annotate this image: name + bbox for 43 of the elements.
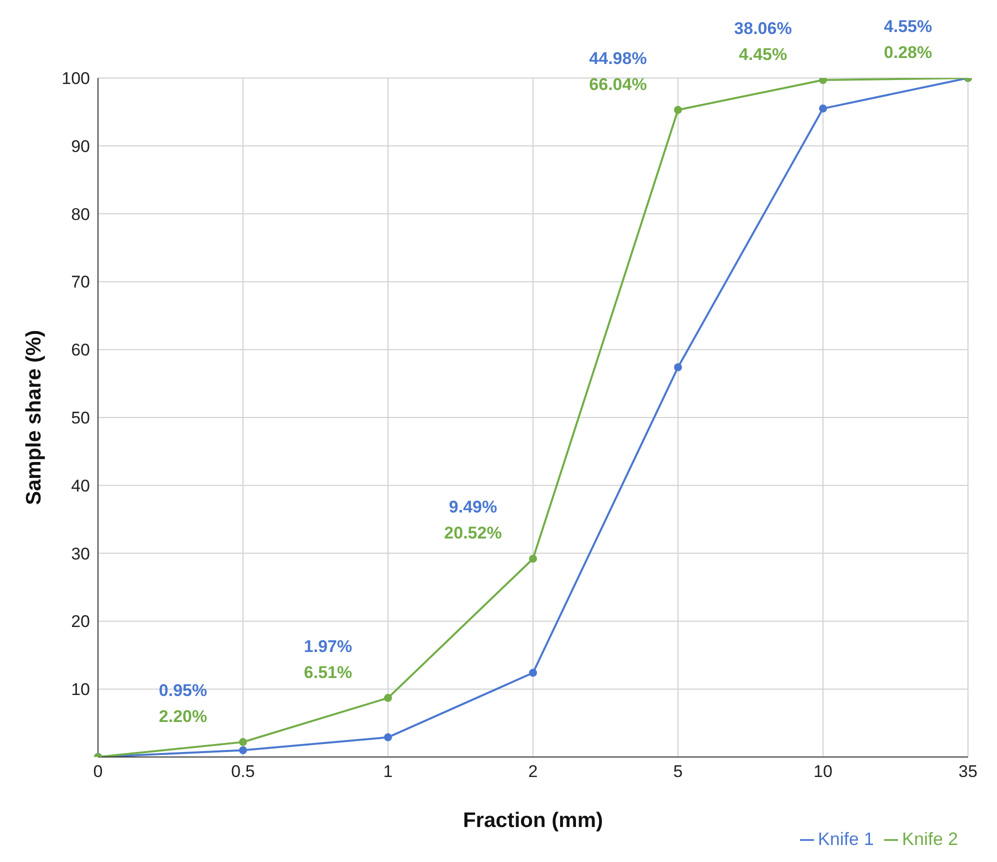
point <box>384 733 392 742</box>
point <box>529 668 537 677</box>
y-tick-label: 10 <box>71 680 90 700</box>
annotation: 9.49% <box>448 498 498 517</box>
y-tick-label: 70 <box>71 272 90 292</box>
x-tick-label: 1 <box>383 762 393 782</box>
text: 0.28% <box>884 43 932 62</box>
y-tick-label: 20 <box>71 612 90 632</box>
x-tick-label: 0.5 <box>231 762 255 782</box>
y-tick-label: 100 <box>62 69 90 88</box>
y-tick-label: 90 <box>71 136 90 156</box>
point <box>384 694 392 702</box>
legend-label: Knife 2 <box>902 829 958 849</box>
point <box>819 78 827 84</box>
y-axis-title: Sample share (%) <box>22 330 46 506</box>
x-tick-label: 0 <box>93 762 103 782</box>
point <box>819 104 827 113</box>
annotation: 1.97% <box>304 636 352 656</box>
x-tick-label: 10 <box>814 762 832 782</box>
x-tick-label: 2 <box>528 762 538 782</box>
text: 44.98% <box>589 48 647 68</box>
y-tick-label: 30 <box>71 544 90 564</box>
x-axis-title: Fraction (mm) <box>462 809 604 832</box>
y-tick-label: 80 <box>71 204 90 224</box>
annotation: 6.51% <box>304 662 352 682</box>
text: 4.55% <box>884 17 932 36</box>
x-tick-label: 5 <box>673 762 683 782</box>
annotation: 20.52% <box>444 524 502 543</box>
annotation: 2.20% <box>158 707 208 726</box>
x-tick-label: 35 <box>958 762 978 782</box>
text: 38.06% <box>734 19 792 38</box>
legend-label: Knife 1 <box>818 829 874 849</box>
point <box>674 363 682 372</box>
y-tick-label: 50 <box>71 408 90 428</box>
y-tick-label: 60 <box>71 340 90 360</box>
point <box>529 554 537 563</box>
text: 4.45% <box>738 45 788 64</box>
point <box>239 746 247 754</box>
point <box>239 738 247 746</box>
annotation: 66.04% <box>589 74 647 94</box>
annotation: 0.95% <box>158 681 208 700</box>
point <box>674 106 682 114</box>
y-tick-label: 40 <box>71 476 90 496</box>
